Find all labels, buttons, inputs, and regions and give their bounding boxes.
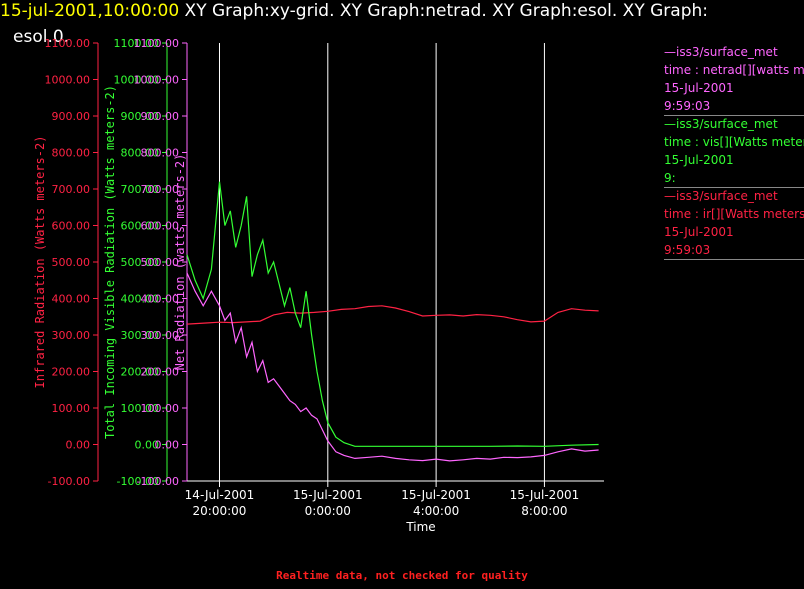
legend-time: 9:59:03 (664, 243, 711, 257)
visible-tick-label: 300.00 (121, 329, 160, 342)
visible-tick-label: 1000.00 (114, 74, 160, 87)
legend-entry-ir: —iss3/surface_met time : ir[][Watts mete… (664, 187, 804, 260)
x-tick-label-date: 14-Jul-2001 (185, 488, 255, 502)
infrared-tick-label: 0.00 (66, 439, 91, 452)
infrared-tick-label: 700.00 (52, 183, 91, 196)
infrared-tick-label: 100.00 (52, 402, 91, 415)
visible-tick-label: 900.00 (121, 110, 160, 123)
series-lines (186, 181, 599, 462)
title-timestamp: 15-jul-2001,10:00:00 (0, 1, 180, 21)
grid-lines (218, 43, 545, 481)
visible-tick-label: 1100.00 (114, 37, 160, 50)
infrared-axis-label: Infrared Radiation (Watts meters-2) (33, 136, 47, 389)
infrared-tick-label: 1100.00 (45, 37, 91, 50)
net-tick-label: 300.00 (141, 329, 180, 342)
visible-tick-label: 200.00 (121, 366, 160, 379)
net-tick-label: -100.00 (137, 475, 179, 488)
net-tick-label: 0.00 (155, 439, 180, 452)
visible-tick-label: 600.00 (121, 220, 160, 233)
visible-tick-label: 100.00 (121, 402, 160, 415)
x-tick-label-time: 8:00:00 (521, 504, 567, 518)
legend-source: —iss3/surface_met (664, 45, 778, 59)
legend-entry-vis: —iss3/surface_met time : vis[][Watts met… (664, 115, 804, 188)
net-axis-label: Net Radiation (watts meters-2) (173, 154, 187, 371)
infrared-tick-label: -100.00 (48, 475, 90, 488)
net-tick-label: 600.00 (141, 220, 180, 233)
x-tick-label-date: 15-Jul-2001 (293, 488, 363, 502)
visible-series-line (186, 181, 599, 447)
infrared-tick-label: 800.00 (52, 147, 91, 160)
legend-time: 9:59:03 (664, 99, 711, 113)
infrared-tick-label: 600.00 (52, 220, 91, 233)
graph-title-continued: esol.0. (13, 27, 70, 47)
x-tick-labels: 14-Jul-2001 20:00:00 15-Jul-2001 0:00:00 15-… (185, 481, 580, 518)
visible-tick-label: 700.00 (121, 183, 160, 196)
net-tick-label: 1100.00 (134, 37, 180, 50)
net-tick-label: 900.00 (141, 110, 180, 123)
legend-variable: time : vis[][Watts meters-2] (664, 135, 804, 149)
x-tick-label-time: 0:00:00 (305, 504, 351, 518)
net-tick-label: 800.00 (141, 147, 180, 160)
visible-tick-label: -100.00 (117, 475, 159, 488)
infrared-tick-label: 500.00 (52, 256, 91, 269)
legend-source: —iss3/surface_met (664, 189, 778, 203)
legend-time: 9: (664, 171, 676, 185)
visible-tick-label: 500.00 (121, 256, 160, 269)
legend-entry-netrad: —iss3/surface_met time : netrad[][watts … (664, 43, 804, 116)
graph-title: 15-jul-2001,10:00:00 XY Graph:xy-grid. X… (0, 1, 708, 21)
legend-date: 15-Jul-2001 (664, 153, 734, 167)
infrared-tick-label: 300.00 (52, 329, 91, 342)
legend-source: —iss3/surface_met (664, 117, 778, 131)
net-tick-label: 200.00 (141, 366, 180, 379)
net-tick-label: 100.00 (141, 402, 180, 415)
infrared-tick-label: 200.00 (52, 366, 91, 379)
infrared-tick-label: 400.00 (52, 293, 91, 306)
net-series-line (186, 272, 599, 462)
infrared-tick-label: 900.00 (52, 110, 91, 123)
visible-axis-label: Total Incoming Visible Radiation (Watts … (103, 85, 117, 439)
x-tick-label-date: 15-Jul-2001 (510, 488, 580, 502)
x-tick-label-date: 15-Jul-2001 (401, 488, 471, 502)
legend-date: 15-Jul-2001 (664, 81, 734, 95)
net-tick-label: 500.00 (141, 256, 180, 269)
title-graph-list: XY Graph:xy-grid. XY Graph:netrad. XY Gr… (179, 1, 708, 21)
infrared-series-line (186, 305, 599, 325)
net-tick-label: 400.00 (141, 293, 180, 306)
legend-variable: time : ir[][Watts meters-2] (664, 207, 804, 221)
x-axis-label: Time (405, 520, 435, 534)
net-tick-label: 700.00 (141, 183, 180, 196)
visible-tick-label: 0.00 (135, 439, 160, 452)
axes: -100.00 0.00 100.00 200.00 300.00 400.00 500.0… (33, 37, 604, 488)
legend-date: 15-Jul-2001 (664, 225, 734, 239)
visible-tick-label: 800.00 (121, 147, 160, 160)
x-tick-label-time: 4:00:00 (413, 504, 459, 518)
visible-tick-label: 400.00 (121, 293, 160, 306)
net-tick-label: 1000.00 (134, 74, 180, 87)
quality-disclaimer: Realtime data, not checked for quality (276, 569, 528, 582)
legend-variable: time : netrad[][watts meters-2] (664, 63, 804, 77)
x-tick-label-time: 20:00:00 (193, 504, 247, 518)
infrared-tick-label: 1000.00 (45, 74, 91, 87)
